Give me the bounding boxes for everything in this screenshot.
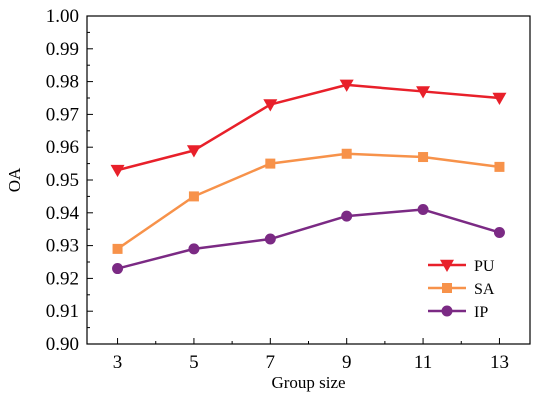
legend: PU SA IP [428,258,495,321]
data-point-ip [493,226,505,238]
data-point-ip [417,204,429,216]
x-tick-label: 5 [189,352,199,373]
series-line-ip [117,208,500,270]
x-tick-label: 7 [266,352,276,373]
data-point-ip [264,233,276,245]
x-tick-label: 11 [414,352,432,373]
data-point-ip [188,243,200,255]
legend-label: IP [474,304,488,321]
legend-marker [440,259,454,272]
data-point-pu [339,79,354,92]
series-line-pu [117,83,500,172]
y-tick-label: 0.94 [46,203,80,224]
legend-marker [442,283,452,293]
data-point-pu [110,164,125,178]
plot-area-frame [86,15,531,345]
legend-item-sa: SA [428,281,495,298]
legend-item-pu: PU [428,258,495,275]
data-point-sa [265,158,276,169]
y-tick-label: 0.91 [46,301,79,322]
data-point-pu [186,145,201,158]
data-point-sa [188,191,199,202]
series-ip [112,204,505,275]
y-tick-label: 1.00 [46,6,79,27]
x-tick-label: 13 [490,352,509,373]
x-tick-label: 3 [113,352,123,373]
x-tick-label: 9 [342,352,352,373]
data-point-pu [492,92,507,105]
y-tick-label: 0.96 [46,137,79,158]
data-point-ip [112,263,124,275]
x-axis-title: Group size [271,373,345,392]
series-pu [110,79,507,178]
y-tick-label: 0.93 [46,236,79,257]
y-tick-label: 0.92 [46,268,79,289]
data-point-sa [112,243,123,254]
legend-label: SA [474,281,495,298]
y-tick-label: 0.95 [46,170,79,191]
y-tick-label: 0.90 [46,334,79,355]
y-tick-label: 0.99 [46,39,79,60]
y-tick-label: 0.97 [46,104,79,125]
series-line-sa [116,152,500,250]
legend-item-ip: IP [428,304,488,321]
data-point-ip [341,210,353,222]
data-point-sa [418,152,429,163]
legend-label: PU [474,258,495,275]
data-point-pu [416,86,431,99]
legend-marker [441,305,453,317]
y-axis-title: OA [5,167,24,192]
y-tick-label: 0.98 [46,72,79,93]
series-sa [112,148,505,254]
data-point-sa [341,148,352,159]
data-point-pu [263,99,278,112]
data-point-sa [494,161,505,172]
